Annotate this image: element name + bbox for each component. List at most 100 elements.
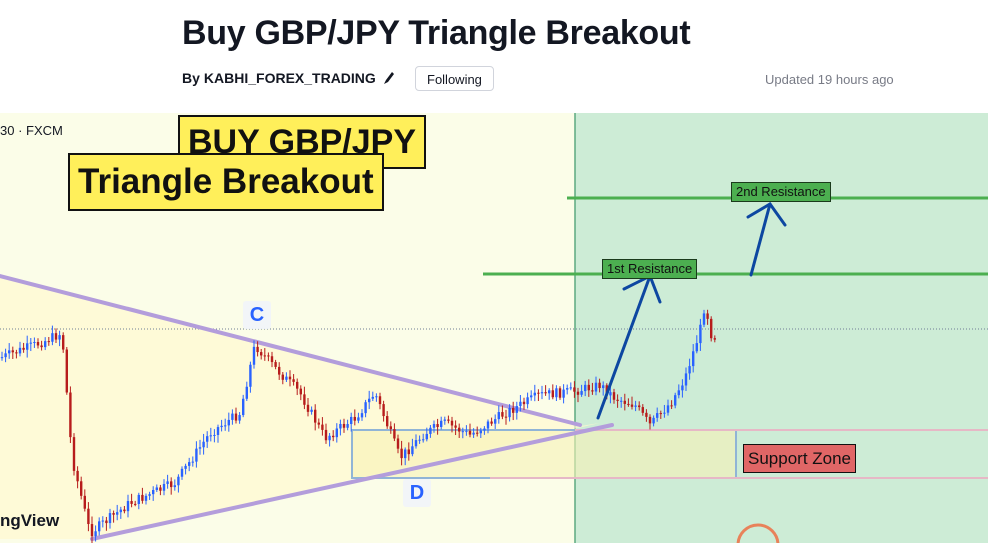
candle-body [418, 439, 421, 441]
candle-body [51, 333, 54, 342]
candles [0, 309, 716, 543]
candle-body [274, 362, 277, 367]
pencil-icon [383, 72, 394, 84]
candle-body [512, 407, 515, 413]
candle-body [544, 392, 547, 394]
candle-body [659, 413, 662, 415]
candle-body [36, 341, 40, 346]
candle-body [638, 405, 641, 408]
candle-body [328, 435, 331, 441]
candle-body [609, 392, 612, 396]
candle-body [267, 355, 270, 357]
candle-body [591, 390, 594, 392]
candle-body [231, 413, 234, 420]
candle-body [98, 521, 101, 532]
candle-body [202, 441, 205, 448]
candle-body [702, 313, 706, 325]
candle-body [80, 481, 83, 496]
candle-body [519, 401, 522, 407]
arrow-2 [746, 202, 787, 277]
candle-body [195, 448, 198, 462]
symbol-label: 30 · FXCM [0, 123, 63, 138]
candle-body [483, 428, 486, 431]
candle-body [389, 426, 392, 430]
candle-body [256, 346, 259, 353]
candle-body [476, 432, 479, 434]
candle-body [666, 405, 670, 413]
candle-body [65, 349, 68, 393]
idea-title: Buy GBP/JPY Triangle Breakout [182, 14, 691, 52]
candle-body [670, 405, 673, 407]
candle-body [155, 487, 158, 490]
candle-body [141, 494, 144, 501]
candle-body [407, 449, 410, 455]
candle-body [188, 462, 191, 466]
candle-body [245, 386, 248, 399]
candle-body [566, 388, 569, 390]
candle-body [119, 509, 122, 513]
candle-body [105, 520, 108, 524]
candle-body [292, 379, 295, 382]
banner-triangle: Triangle Breakout [68, 153, 384, 211]
candle-body [62, 335, 65, 350]
candle-body [684, 373, 688, 386]
candle-body [652, 417, 655, 424]
candle-body [249, 364, 252, 387]
candle-body [72, 437, 76, 471]
author-link[interactable]: KABHI_FOREX_TRADING [203, 70, 376, 86]
candle-body [623, 400, 626, 404]
candle-body [353, 416, 356, 421]
candle-body [206, 436, 209, 442]
candle-body [83, 495, 86, 509]
candle-body [180, 468, 184, 477]
candle-body [436, 424, 439, 428]
candle-body [317, 422, 320, 425]
candle-body [576, 391, 580, 395]
candle-body [616, 399, 619, 401]
candle-body [620, 400, 623, 402]
candle-body [598, 382, 601, 389]
candle-body [378, 396, 382, 405]
candle-body [112, 513, 115, 515]
candle-body [270, 356, 274, 363]
triangle-upper-line [0, 274, 582, 427]
candle-body [458, 427, 461, 432]
candle-body [54, 333, 58, 340]
candle-body [461, 431, 464, 433]
candle-body [508, 407, 511, 418]
candle-body [173, 485, 176, 488]
candle-body [497, 412, 500, 420]
candle-body [368, 398, 371, 403]
candle-body [11, 350, 14, 353]
candle-body [306, 404, 310, 412]
candle-body [310, 409, 313, 412]
candle-body [227, 419, 230, 426]
candle-body [472, 432, 475, 435]
candle-body [699, 324, 702, 344]
candle-body [695, 343, 698, 352]
candle-body [677, 390, 680, 396]
candle-body [404, 449, 407, 459]
candle-body [26, 343, 29, 350]
chart-area[interactable]: 30 · FXCM ngView BUY GBP/JPY Triangle Br… [0, 113, 988, 543]
candle-body [94, 531, 97, 537]
candle-body [8, 350, 11, 354]
point-c-label: C [243, 301, 271, 329]
point-d-label: D [403, 479, 431, 507]
candle-body [688, 366, 691, 374]
byline: By KABHI_FOREX_TRADING [182, 70, 394, 86]
candle-body [281, 374, 284, 380]
candle-body [443, 419, 446, 421]
candle-body [0, 357, 4, 359]
candle-body [144, 495, 148, 501]
candle-body [386, 416, 389, 427]
following-button[interactable]: Following [415, 66, 494, 91]
candle-body [710, 318, 713, 339]
candle-body [612, 392, 616, 400]
candle-body [15, 352, 18, 354]
candle-body [465, 430, 468, 432]
candle-body [627, 403, 630, 405]
candle-body [501, 412, 504, 417]
candle-body [656, 413, 659, 418]
candle-body [429, 427, 432, 434]
